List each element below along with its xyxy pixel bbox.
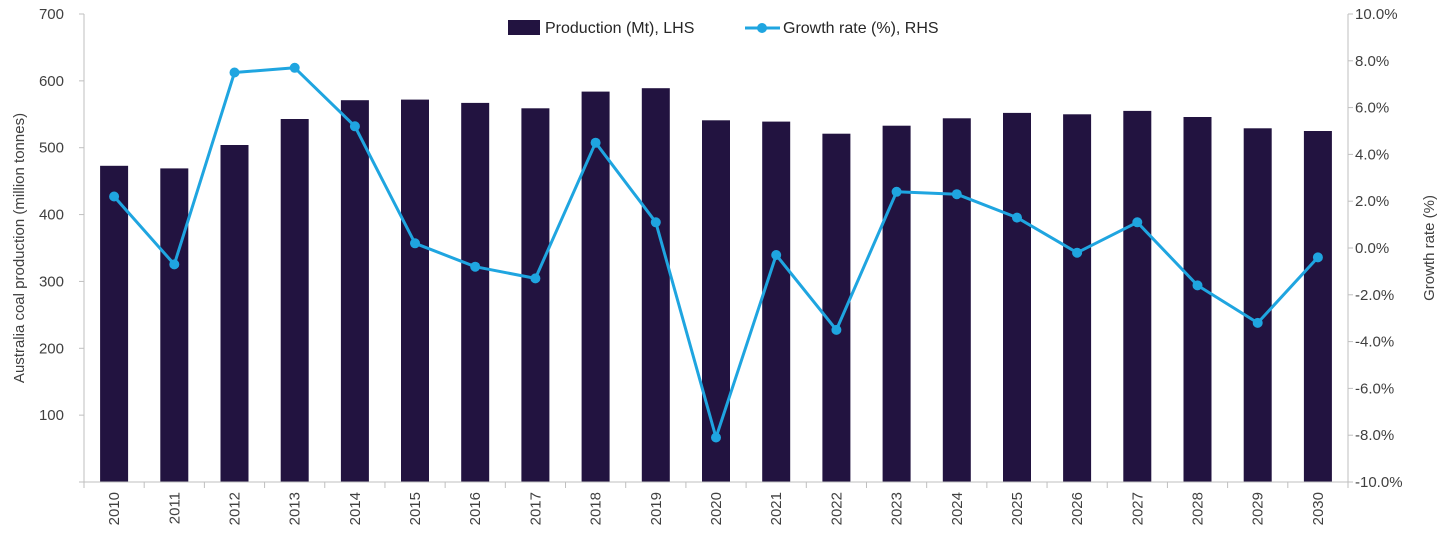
x-tick-label: 2021 xyxy=(768,492,785,525)
growth-rate-point xyxy=(1252,317,1263,328)
y-tick-label: 200 xyxy=(39,340,64,357)
y2-tick-label: -10.0% xyxy=(1355,474,1403,491)
growth-rate-point xyxy=(831,324,842,335)
bar xyxy=(220,145,249,482)
growth-rate-point xyxy=(530,273,541,284)
legend-label-production: Production (Mt), LHS xyxy=(545,20,694,37)
growth-rate-point xyxy=(1132,217,1143,228)
x-tick-label: 2022 xyxy=(828,492,845,525)
x-tick-label: 2016 xyxy=(467,492,484,525)
bar xyxy=(1123,110,1152,483)
bar xyxy=(1243,128,1272,483)
x-tick-label: 2029 xyxy=(1250,492,1267,525)
growth-rate-point xyxy=(229,67,240,78)
legend-line-marker xyxy=(757,23,767,33)
growth-rate-point xyxy=(169,259,180,270)
y-tick-label: 300 xyxy=(39,273,64,290)
x-tick-label: 2030 xyxy=(1310,492,1327,525)
x-tick-label: 2010 xyxy=(106,492,123,525)
growth-rate-point xyxy=(891,186,902,197)
bar xyxy=(280,119,309,482)
y2-tick-label: 10.0% xyxy=(1355,6,1398,23)
legend-bar-swatch xyxy=(508,20,540,35)
x-tick-label: 2013 xyxy=(287,492,304,525)
x-tick-label: 2017 xyxy=(527,492,544,525)
bar xyxy=(762,121,791,482)
y2-tick-label: 0.0% xyxy=(1355,240,1389,257)
bar xyxy=(1063,114,1092,483)
bar xyxy=(160,168,189,482)
growth-rate-point xyxy=(590,137,601,148)
growth-rate-point xyxy=(109,191,120,202)
bar xyxy=(942,118,971,483)
bar xyxy=(521,108,550,483)
y-tick-label: 600 xyxy=(39,73,64,90)
legend: Production (Mt), LHS Growth rate (%), RH… xyxy=(508,20,939,37)
bar xyxy=(1003,112,1031,483)
y2-tick-label: -8.0% xyxy=(1355,427,1394,444)
x-tick-label: 2011 xyxy=(166,492,183,524)
x-tick-label: 2025 xyxy=(1009,492,1026,525)
bar xyxy=(702,120,730,483)
x-tick-label: 2012 xyxy=(227,492,244,525)
x-tick-label: 2024 xyxy=(949,492,966,525)
x-tick-label: 2019 xyxy=(648,492,665,525)
y2-axis-title: Growth rate (%) xyxy=(1421,195,1438,301)
growth-rate-point xyxy=(289,62,300,73)
bar xyxy=(581,91,610,482)
growth-rate-point xyxy=(470,261,481,272)
growth-rate-point xyxy=(1192,280,1203,291)
y2-tick-label: 8.0% xyxy=(1355,53,1389,70)
tick-labels: 100 200 300 400 500 600 700 -10.0% -8.0% -6.0% -4.… xyxy=(39,6,1403,525)
growth-rate-point xyxy=(349,121,360,132)
y-tick-label: 700 xyxy=(39,6,64,23)
bar xyxy=(1183,117,1212,482)
growth-rate-point xyxy=(1012,212,1022,223)
bar xyxy=(461,102,490,483)
x-tick-label: 2020 xyxy=(708,492,725,525)
y-tick-label: 400 xyxy=(39,207,64,224)
growth-rate-point xyxy=(771,250,782,260)
y2-tick-label: 2.0% xyxy=(1355,193,1389,210)
line-series xyxy=(109,62,1323,443)
y2-tick-label: 4.0% xyxy=(1355,146,1389,163)
bar xyxy=(340,100,369,482)
bar xyxy=(641,88,670,482)
x-tick-label: 2023 xyxy=(889,492,906,525)
y2-tick-label: 6.0% xyxy=(1355,100,1389,117)
y-tick-label: 500 xyxy=(39,140,64,157)
bar-series xyxy=(100,88,1332,483)
bar xyxy=(100,165,129,483)
x-tick-label: 2015 xyxy=(407,492,424,525)
x-tick-label: 2026 xyxy=(1069,492,1086,525)
y2-tick-label: -4.0% xyxy=(1355,334,1394,351)
y-axis-title: Australia coal production (million tonne… xyxy=(11,113,28,383)
growth-rate-point xyxy=(650,217,661,228)
axes xyxy=(79,13,1353,488)
x-tick-label: 2018 xyxy=(588,492,605,525)
y-tick-label: 100 xyxy=(39,407,64,424)
x-tick-label: 2027 xyxy=(1129,492,1146,525)
growth-rate-point xyxy=(1312,252,1323,263)
growth-rate-point xyxy=(711,432,721,443)
legend-label-growth: Growth rate (%), RHS xyxy=(783,20,939,37)
y2-tick-label: -2.0% xyxy=(1355,287,1394,304)
y2-tick-label: -6.0% xyxy=(1355,380,1394,397)
growth-rate-point xyxy=(1072,247,1083,258)
bar xyxy=(1303,131,1332,482)
bar xyxy=(882,125,911,482)
bar xyxy=(401,99,429,482)
x-tick-label: 2014 xyxy=(347,492,364,525)
growth-rate-point xyxy=(410,238,420,249)
growth-rate-point xyxy=(951,189,962,200)
x-tick-label: 2028 xyxy=(1190,492,1207,525)
